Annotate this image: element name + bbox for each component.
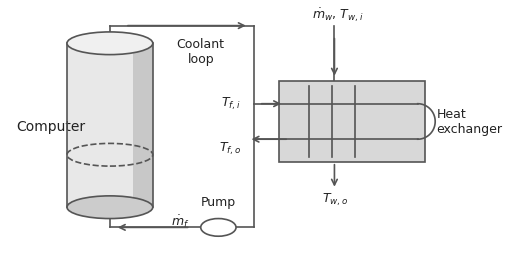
Text: $T_{f,o}$: $T_{f,o}$ bbox=[219, 140, 241, 156]
Text: Heat
exchanger: Heat exchanger bbox=[436, 108, 502, 136]
Polygon shape bbox=[67, 44, 153, 208]
Polygon shape bbox=[279, 82, 425, 162]
Circle shape bbox=[200, 219, 236, 236]
Text: $\dot{m}_f$: $\dot{m}_f$ bbox=[171, 213, 190, 230]
Text: $T_{f,i}$: $T_{f,i}$ bbox=[222, 95, 241, 111]
Ellipse shape bbox=[67, 196, 153, 219]
Text: Pump: Pump bbox=[201, 196, 236, 209]
Text: Coolant
loop: Coolant loop bbox=[177, 38, 225, 66]
Text: $T_{w,o}$: $T_{w,o}$ bbox=[322, 190, 348, 207]
Ellipse shape bbox=[67, 33, 153, 55]
Polygon shape bbox=[133, 44, 153, 208]
Text: Computer: Computer bbox=[17, 120, 85, 134]
Text: $\dot{m}_w$, $T_{w,i}$: $\dot{m}_w$, $T_{w,i}$ bbox=[312, 6, 363, 24]
